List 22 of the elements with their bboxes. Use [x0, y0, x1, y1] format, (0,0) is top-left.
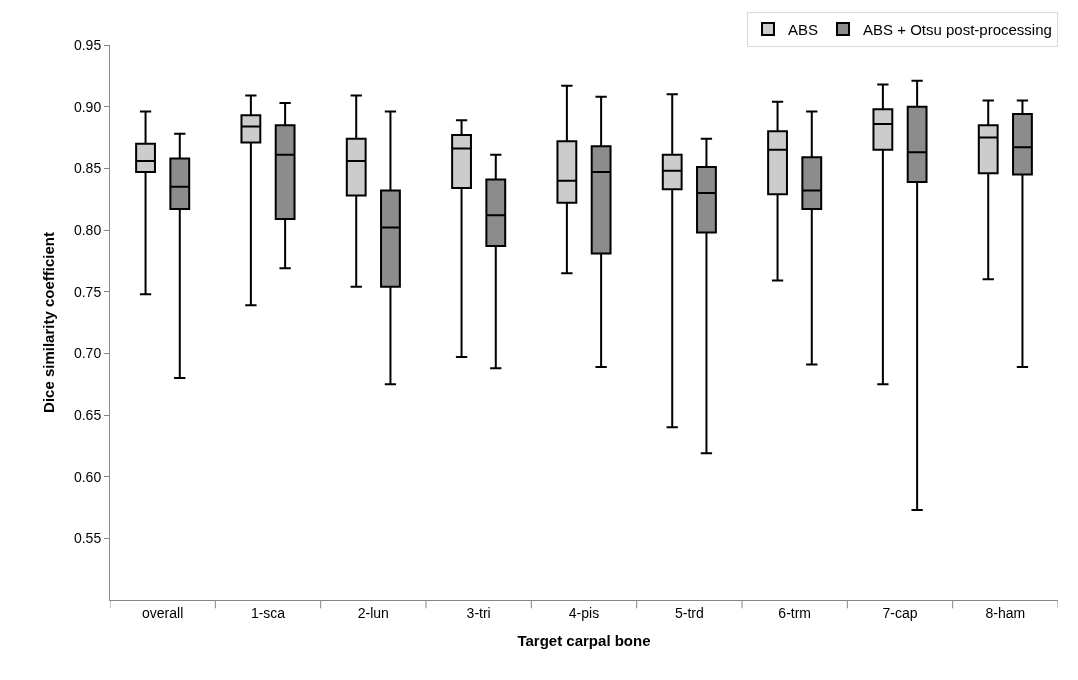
x-tick-label: 8-ham — [985, 604, 1026, 621]
x-tick-label: overall — [142, 604, 184, 621]
y-tick-label: 0.55 — [73, 530, 102, 547]
x-tick-label: 2-lun — [357, 604, 389, 621]
y-tick-label: 0.85 — [73, 160, 102, 177]
x-tick-label: 1-sca — [250, 604, 286, 621]
legend-label: ABS + Otsu post-processing — [863, 20, 1052, 38]
x-tick-label: 6-trm — [778, 604, 812, 621]
y-tick-label: 0.65 — [73, 406, 102, 423]
legend-label: ABS — [788, 20, 819, 38]
x-tick-label: 4-pis — [568, 604, 600, 621]
y-tick-label: 0.75 — [73, 283, 102, 300]
y-tick-label: 0.80 — [73, 221, 102, 238]
y-tick-label: 0.95 — [73, 36, 102, 53]
y-axis-title: Dice similarity coefficient — [40, 232, 58, 413]
x-tick-label: 7-cap — [882, 604, 918, 621]
y-tick-label: 0.70 — [73, 345, 102, 362]
y-tick-label: 0.60 — [73, 468, 102, 485]
x-axis-title: Target carpal bone — [517, 631, 651, 649]
x-tick-label: 5-trd — [674, 604, 704, 621]
x-tick-label: 3-tri — [466, 604, 491, 621]
y-tick-label: 0.90 — [73, 98, 102, 115]
